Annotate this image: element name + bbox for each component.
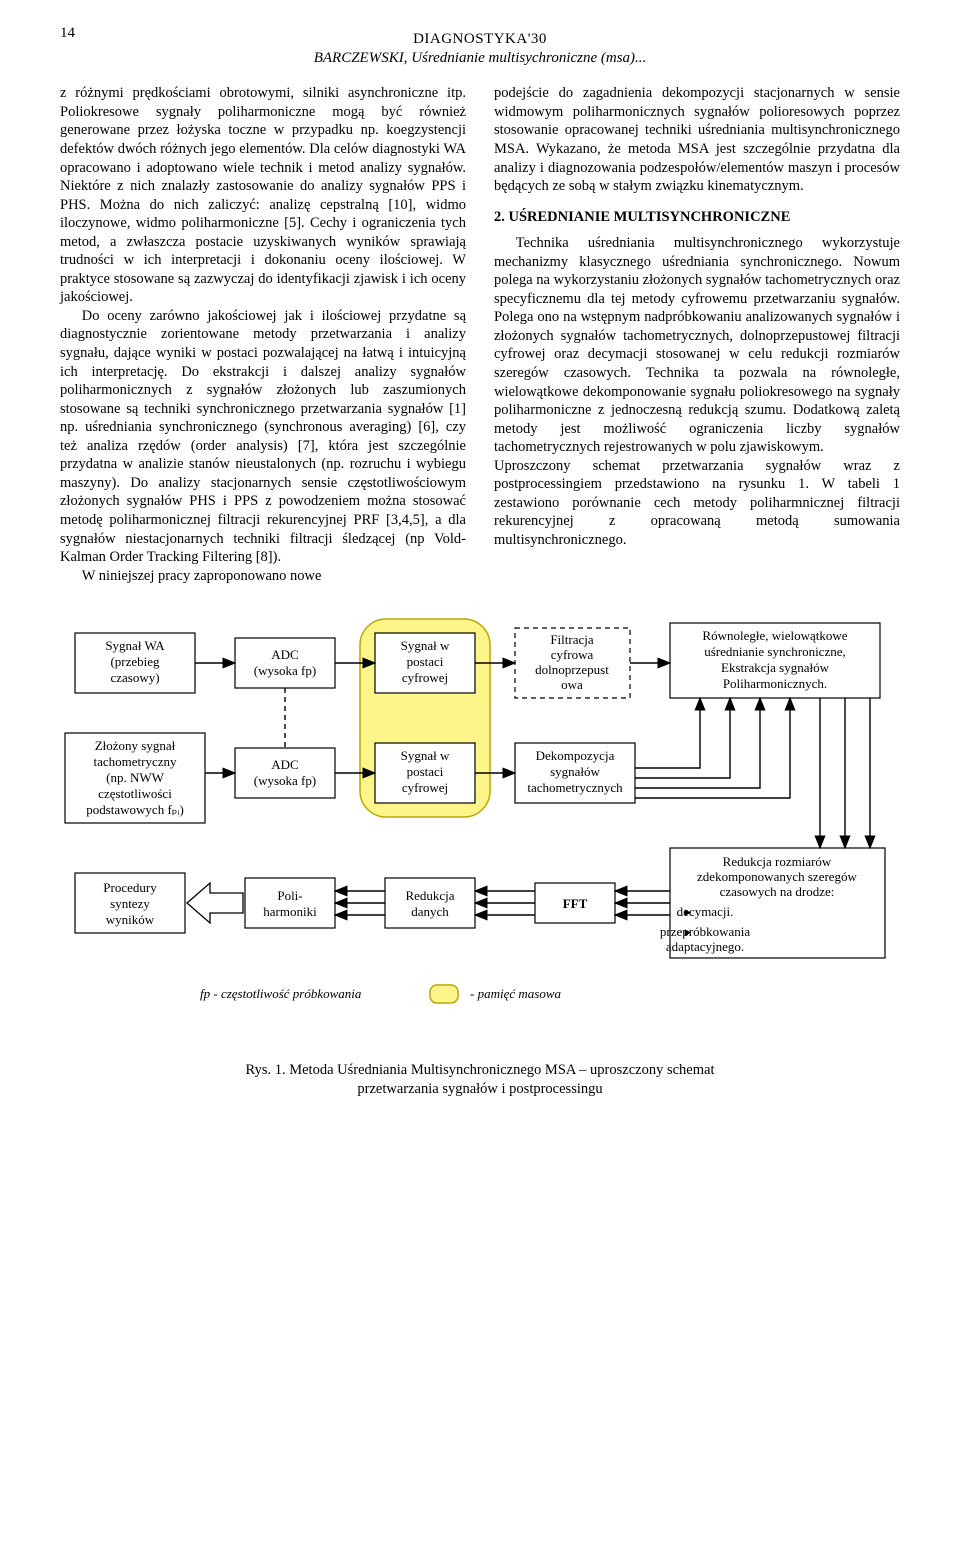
node-filter: Filtracja cyfrowa dolnoprzepust owa	[515, 628, 630, 698]
svg-text:tachometrycznych: tachometrycznych	[527, 780, 623, 795]
edge	[635, 698, 790, 798]
right-p2: Technika uśredniania multisynchroniczneg…	[494, 234, 900, 457]
node-poli: Poli- harmoniki	[245, 878, 335, 928]
node-redukcja: Redukcja danych	[385, 878, 475, 928]
node-proc: Procedury syntezy wyników	[75, 873, 185, 933]
svg-text:sygnałów: sygnałów	[550, 764, 600, 779]
svg-text:ADC: ADC	[271, 647, 298, 662]
node-digital1: Sygnał w postaci cyfrowej	[375, 633, 475, 693]
svg-text:(wysoka fp): (wysoka fp)	[254, 663, 316, 678]
svg-text:zdekomponowanych szeregów: zdekomponowanych szeregów	[697, 869, 858, 884]
svg-text:danych: danych	[411, 904, 449, 919]
right-p3: Uproszczony schemat przetwarzania sygnał…	[494, 457, 900, 550]
svg-text:Dekompozycja: Dekompozycja	[536, 748, 615, 763]
right-p1: podejście do zagadnienia dekompozycji st…	[494, 84, 900, 195]
node-tacho: Złożony sygnał tachometryczny (np. NWW c…	[65, 733, 205, 823]
svg-text:syntezy: syntezy	[110, 896, 150, 911]
svg-text:(np. NWW: (np. NWW	[106, 770, 164, 785]
svg-text:Redukcja rozmiarów: Redukcja rozmiarów	[723, 854, 832, 869]
svg-text:cyfrowej: cyfrowej	[402, 780, 448, 795]
hollow-arrow-icon	[187, 883, 243, 923]
svg-text:czasowych na drodze:: czasowych na drodze:	[720, 884, 835, 899]
svg-text:wyników: wyników	[106, 912, 155, 927]
node-parallel: Równoległe, wielowątkowe uśrednianie syn…	[670, 623, 880, 698]
svg-text:Równoległe, wielowątkowe: Równoległe, wielowątkowe	[702, 628, 847, 643]
svg-text:podstawowych fₚᵢ): podstawowych fₚᵢ)	[86, 802, 184, 817]
edge	[635, 698, 730, 778]
node-reduction-box: Redukcja rozmiarów zdekomponowanych szer…	[660, 848, 885, 958]
svg-text:adaptacyjnego.: adaptacyjnego.	[666, 939, 744, 954]
svg-text:Filtracja: Filtracja	[550, 632, 594, 647]
svg-text:Poliharmonicznych.: Poliharmonicznych.	[723, 676, 827, 691]
node-signal-wa: Sygnał WA (przebieg czasowy)	[75, 633, 195, 693]
edge	[635, 698, 700, 768]
edge	[635, 698, 760, 788]
header-line1: DIAGNOSTYKA'30	[60, 30, 900, 49]
svg-text:(przebieg: (przebieg	[110, 654, 160, 669]
svg-text:Sygnał WA: Sygnał WA	[105, 638, 165, 653]
svg-text:harmoniki: harmoniki	[263, 904, 317, 919]
left-p1: z różnymi prędkościami obrotowymi, silni…	[60, 84, 466, 307]
legend-swatch-icon	[430, 985, 458, 1003]
svg-text:Złożony sygnał: Złożony sygnał	[95, 738, 176, 753]
section-heading-2: 2. UŚREDNIANIE MULTISYNCHRONICZNE	[494, 208, 900, 227]
node-decomp: Dekompozycja sygnałów tachometrycznych	[515, 743, 635, 803]
node-digital2: Sygnał w postaci cyfrowej	[375, 743, 475, 803]
header-line2: BARCZEWSKI, Uśrednianie multisychroniczn…	[60, 49, 900, 68]
svg-text:ADC: ADC	[271, 757, 298, 772]
svg-text:Poli-: Poli-	[277, 888, 302, 903]
svg-text:postaci: postaci	[407, 654, 444, 669]
svg-text:Procedury: Procedury	[103, 880, 157, 895]
page-header: 14 DIAGNOSTYKA'30 BARCZEWSKI, Uśredniani…	[60, 30, 900, 68]
svg-text:Sygnał w: Sygnał w	[401, 748, 450, 763]
svg-text:dolnoprzepust: dolnoprzepust	[535, 662, 609, 677]
svg-text:przepróbkowania: przepróbkowania	[660, 924, 750, 939]
body-columns: z różnymi prędkościami obrotowymi, silni…	[60, 84, 900, 585]
left-p2: Do oceny zarówno jakościowej jak i ilośc…	[60, 307, 466, 567]
page-number: 14	[60, 24, 75, 43]
flow-diagram: Sygnał WA (przebieg czasowy) ADC (wysoka…	[60, 613, 900, 1043]
legend-mem: - pamięć masowa	[470, 986, 561, 1001]
svg-text:postaci: postaci	[407, 764, 444, 779]
node-fft: FFT	[535, 883, 615, 923]
legend-fp: fp - częstotliwość próbkowania	[200, 986, 362, 1001]
figure-caption: Rys. 1. Metoda Uśredniania Multisynchron…	[60, 1061, 900, 1098]
left-column: z różnymi prędkościami obrotowymi, silni…	[60, 84, 466, 585]
node-adc1: ADC (wysoka fp)	[235, 638, 335, 688]
left-p3: W niniejszej pracy zaproponowano nowe	[60, 567, 466, 586]
right-column: podejście do zagadnienia dekompozycji st…	[494, 84, 900, 585]
svg-text:uśrednianie synchroniczne,: uśrednianie synchroniczne,	[704, 644, 846, 659]
svg-text:częstotliwości: częstotliwości	[98, 786, 172, 801]
svg-text:cyfrowa: cyfrowa	[551, 647, 594, 662]
svg-text:FFT: FFT	[563, 896, 588, 911]
svg-text:cyfrowej: cyfrowej	[402, 670, 448, 685]
node-adc2: ADC (wysoka fp)	[235, 748, 335, 798]
svg-text:Sygnał w: Sygnał w	[401, 638, 450, 653]
svg-text:czasowy): czasowy)	[110, 670, 159, 685]
svg-text:Ekstrakcja sygnałów: Ekstrakcja sygnałów	[721, 660, 830, 675]
svg-text:Redukcja: Redukcja	[405, 888, 454, 903]
svg-text:(wysoka fp): (wysoka fp)	[254, 773, 316, 788]
svg-text:tachometryczny: tachometryczny	[93, 754, 177, 769]
svg-text:decymacji.: decymacji.	[677, 904, 734, 919]
svg-text:owa: owa	[561, 677, 583, 692]
